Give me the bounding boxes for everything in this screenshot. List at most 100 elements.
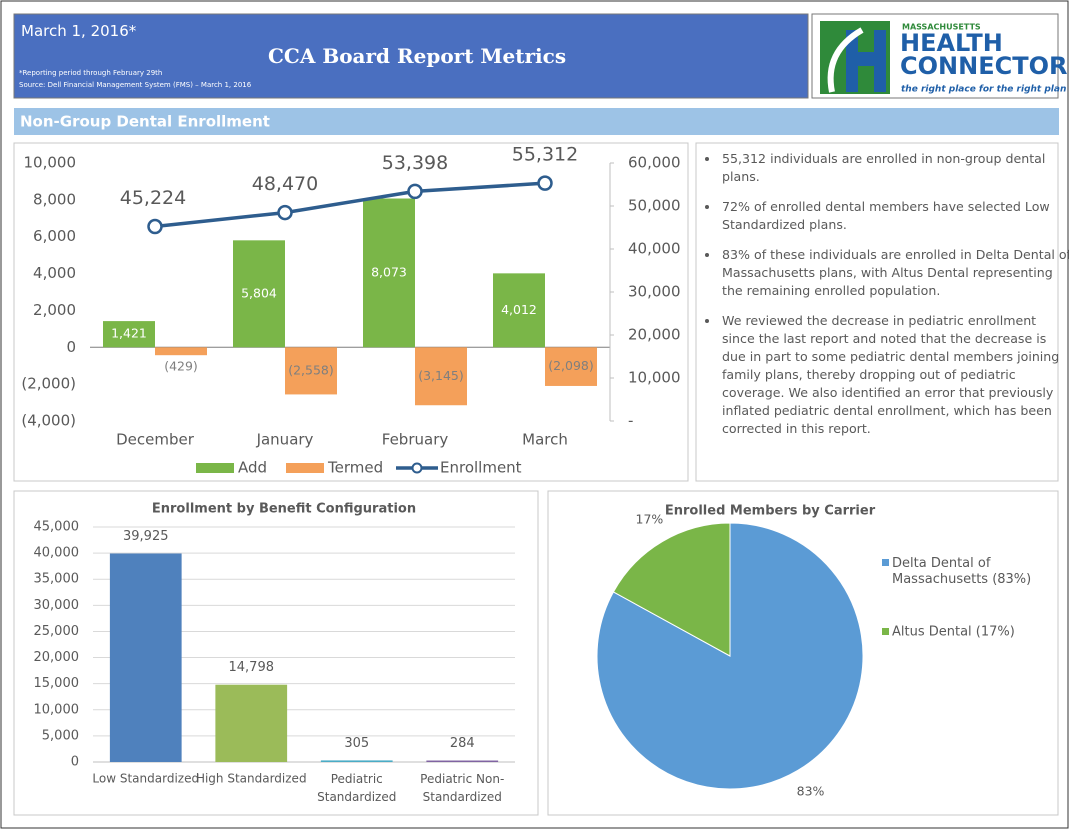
source: Source: Dell Financial Management System… [19,81,252,89]
y-tick-label: 0 [71,755,79,770]
x-tick-label: High Standardized [196,772,307,786]
bar [493,273,545,348]
y2-tick-label: - [628,412,633,430]
section-title: Non-Group Dental Enrollment [20,113,270,131]
line-point [407,183,423,200]
chart-title: Enrollment by Benefit Configuration [152,502,416,517]
bar [545,347,597,386]
section-band [14,108,1059,135]
y-tick-label: (2,000) [21,375,76,393]
bar [215,684,288,762]
y-tick-label: 4,000 [33,264,76,282]
value-label: 39,925 [123,529,169,544]
x-tick-label: Low Standardized [92,772,199,786]
bar [233,240,285,348]
y-tick-label: 0 [66,338,76,356]
bar [363,198,415,348]
value-label: 45,224 [120,187,186,209]
legend-label: Add [238,459,267,477]
bar [155,347,207,356]
y2-tick-label: 30,000 [628,283,681,301]
y-tick-label: 10,000 [24,154,77,172]
legend-swatch [882,559,889,566]
y-tick-label: (4,000) [21,412,76,430]
value-label: 14,798 [229,660,275,675]
header-band [13,13,809,99]
y-tick-label: 45,000 [34,520,80,535]
legend-label: Delta Dental of Massachusetts (83%) [892,556,1031,587]
legend-label: Termed [327,459,383,477]
bullet: We reviewed the decrease in pediatric en… [720,312,1069,438]
value-label: 48,470 [252,173,318,195]
y2-tick-label: 40,000 [628,240,681,258]
value-label: 83% [797,784,825,799]
bar [285,347,337,395]
panel [13,142,689,482]
x-tick-label: Pediatric Non-Standardized [420,772,504,804]
y-tick-label: 10,000 [34,702,80,717]
y2-tick-label: 50,000 [628,197,681,215]
bar [109,553,182,762]
value-label: 53,398 [382,152,448,174]
value-label: (2,558) [288,362,334,377]
value-label: (2,098) [548,358,594,373]
logo-swoosh [827,27,864,93]
legend-swatch [286,463,324,473]
panel [13,490,539,816]
y-tick-label: 6,000 [33,227,76,245]
y-tick-label: 30,000 [34,598,80,613]
panel [547,490,1059,816]
legend-swatch [882,628,889,635]
bar [426,760,499,763]
bar [103,321,155,348]
x-tick-label: December [116,431,195,449]
y-tick-label: 20,000 [34,650,80,665]
bar [415,347,467,406]
y2-tick-label: 20,000 [628,326,681,344]
y-tick-label: 5,000 [42,728,79,743]
y-tick-label: 15,000 [34,676,80,691]
logo-line1: HEALTH [900,29,1003,57]
line-point [277,204,293,221]
value-label: 1,421 [111,326,147,341]
report-date: March 1, 2016* [21,22,137,40]
y2-tick-label: 10,000 [628,369,681,387]
x-tick-label: January [256,431,314,449]
value-label: 55,312 [512,144,578,166]
legend-label: Enrollment [440,459,522,477]
x-tick-label: March [522,431,568,449]
report-title: CCA Board Report Metrics [268,44,567,68]
bullet: 72% of enrolled dental members have sele… [720,198,1069,234]
bullet: 83% of these individuals are enrolled in… [720,246,1069,300]
bar [320,760,393,762]
logo-tagline: the right place for the right plan [901,85,1066,95]
x-tick-label: Pediatric Standardized [317,772,396,804]
value-label: (3,145) [418,368,464,383]
legend-swatch [411,462,423,474]
bullet-list: 55,312 individuals are enrolled in non-g… [700,150,1069,450]
y-tick-label: 25,000 [34,624,80,639]
legend-label: Altus Dental (17%) [892,625,1015,640]
y-tick-label: 2,000 [33,301,76,319]
chart-title: Enrolled Members by Carrier [665,504,876,519]
value-label: (429) [164,359,198,374]
y-tick-label: 40,000 [34,546,80,561]
logo-h [846,30,886,92]
value-label: 5,804 [241,285,277,300]
line-point [147,218,163,235]
logo-line2: CONNECTOR [900,52,1067,80]
value-label: 284 [450,736,475,751]
legend-swatch [196,463,234,473]
line-point [537,175,553,191]
y-tick-label: 35,000 [34,572,80,587]
footnote: *Reporting period through February 29th [19,69,163,77]
bullet: 55,312 individuals are enrolled in non-g… [720,150,1069,186]
x-tick-label: February [382,431,449,449]
panel [695,142,1059,482]
value-label: 8,073 [371,264,407,279]
value-label: 305 [344,736,369,751]
logo-state: MASSACHUSETTS [902,23,981,32]
y-tick-label: 8,000 [33,190,76,208]
